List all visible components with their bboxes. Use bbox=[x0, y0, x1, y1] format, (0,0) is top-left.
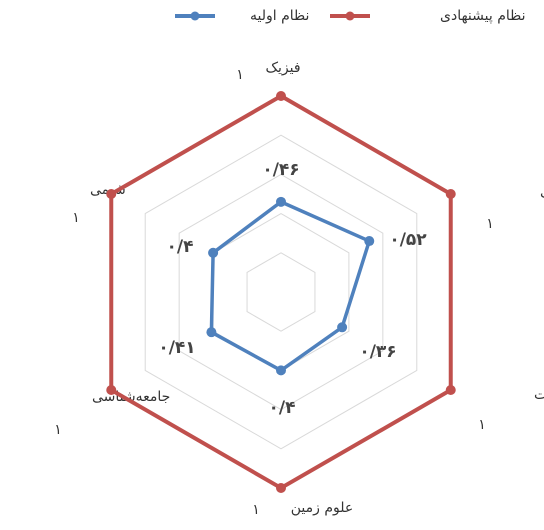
value-label: ۰/۳۶ bbox=[359, 342, 396, 362]
data-point bbox=[206, 327, 217, 338]
data-point bbox=[106, 385, 117, 395]
series-line bbox=[209, 199, 372, 373]
data-point bbox=[337, 322, 348, 333]
data-point bbox=[276, 483, 286, 493]
value-label: ۰/۴۱ bbox=[158, 338, 195, 358]
series-line bbox=[109, 93, 453, 491]
data-point bbox=[364, 236, 375, 247]
legend-dot bbox=[190, 11, 200, 21]
data-point bbox=[106, 189, 117, 199]
data-point bbox=[276, 196, 286, 207]
category-label: فیزیک bbox=[265, 60, 300, 76]
legend-label: نظام اولیه bbox=[250, 8, 309, 24]
value-label: ۱ bbox=[54, 422, 62, 438]
grid-ring bbox=[178, 173, 384, 411]
category-label: علوم زیستی bbox=[540, 184, 544, 200]
category-label: علوم زمین bbox=[291, 500, 353, 516]
value-label: ۰/۴ bbox=[167, 237, 194, 257]
legend-label: نظام پیشنهادی bbox=[440, 8, 526, 24]
data-point bbox=[208, 247, 219, 258]
value-label: ۱ bbox=[236, 67, 244, 83]
category-label: ریاضیات bbox=[534, 387, 544, 403]
value-label: ۱ bbox=[252, 502, 260, 518]
value-label: ۱ bbox=[72, 210, 80, 226]
legend-dot bbox=[345, 11, 355, 21]
data-point bbox=[276, 91, 286, 101]
grid-ring bbox=[110, 95, 452, 489]
value-label: ۰/۴۶ bbox=[262, 160, 299, 180]
value-label: ۰/۵۲ bbox=[389, 230, 427, 250]
data-point bbox=[276, 365, 286, 376]
value-label: ۰/۴ bbox=[269, 398, 296, 418]
data-point bbox=[445, 189, 456, 199]
grid-ring bbox=[246, 252, 316, 332]
value-label: ۱ bbox=[486, 216, 494, 232]
value-label: ۱ bbox=[478, 417, 486, 433]
category-label: شیمی bbox=[90, 182, 126, 198]
grid-ring bbox=[144, 134, 418, 450]
data-point bbox=[445, 385, 456, 395]
